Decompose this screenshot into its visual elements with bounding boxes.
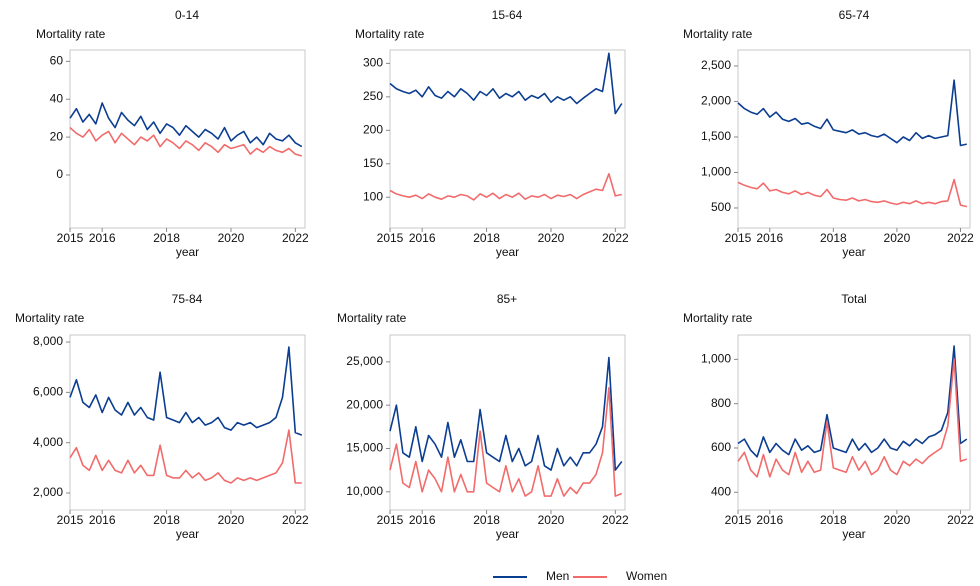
x-tick-label: 2022 (947, 513, 974, 527)
x-tick-label: 2015 (57, 231, 84, 245)
x-tick-label: 2016 (756, 513, 783, 527)
x-tick-label: 2020 (218, 513, 245, 527)
y-tick-label: 2,500 (701, 58, 731, 72)
y-tick-label: 2,000 (701, 94, 731, 108)
x-tick-label: 2022 (947, 231, 974, 245)
y-tick-label: 0 (56, 167, 63, 181)
series-line (69, 127, 303, 157)
series-line (69, 429, 302, 484)
y-tick-label: 15,000 (346, 441, 383, 455)
x-tick-label: 2015 (725, 231, 752, 245)
y-axis-label: Mortality rate (36, 27, 106, 41)
y-tick-label: 2,000 (33, 485, 63, 499)
panel-title: Total (841, 292, 866, 306)
y-tick-label: 1,500 (701, 129, 731, 143)
plot-frame (389, 334, 626, 511)
y-axis-label: Mortality rate (337, 311, 407, 325)
x-axis-label: year (842, 527, 865, 541)
series-line (737, 79, 967, 147)
y-tick-label: 60 (50, 54, 64, 68)
y-tick-label: 400 (711, 484, 731, 498)
x-tick-label: 2016 (409, 231, 436, 245)
x-tick-label: 2022 (282, 231, 309, 245)
x-tick-label: 2016 (409, 513, 436, 527)
y-axis-label: Mortality rate (683, 27, 753, 41)
x-axis-label: year (842, 245, 865, 259)
y-tick-label: 6,000 (33, 385, 63, 399)
panel-title: 85+ (497, 292, 517, 306)
series-line (737, 178, 967, 208)
x-tick-label: 2020 (218, 231, 245, 245)
legend-label: Men (546, 569, 569, 583)
x-tick-label: 2018 (153, 231, 180, 245)
y-tick-label: 500 (711, 200, 731, 214)
plot-frame (737, 334, 971, 511)
y-axis-label: Mortality rate (355, 27, 425, 41)
x-tick-label: 2022 (602, 513, 629, 527)
y-tick-label: 20 (50, 129, 64, 143)
panel-title: 75-84 (172, 292, 203, 306)
x-tick-label: 2018 (153, 513, 180, 527)
y-tick-label: 4,000 (33, 435, 63, 449)
y-tick-label: 1,000 (701, 352, 731, 366)
series-line (737, 358, 968, 478)
y-tick-label: 600 (711, 440, 731, 454)
y-tick-label: 25,000 (346, 354, 383, 368)
series-line (69, 102, 303, 148)
y-tick-label: 100 (363, 189, 383, 203)
panel-title: 0-14 (175, 8, 199, 22)
x-tick-label: 2015 (377, 231, 404, 245)
x-tick-label: 2016 (89, 513, 116, 527)
y-axis-label: Mortality rate (15, 311, 85, 325)
x-tick-label: 2020 (538, 513, 565, 527)
plot-frame (69, 334, 306, 511)
series-line (69, 346, 303, 436)
x-tick-label: 2020 (884, 513, 911, 527)
legend-label: Women (626, 569, 667, 583)
panel-title: 15-64 (492, 8, 523, 22)
x-axis-label: year (496, 245, 519, 259)
y-tick-label: 800 (711, 396, 731, 410)
x-axis-label: year (496, 527, 519, 541)
x-tick-label: 2015 (377, 513, 404, 527)
y-tick-label: 40 (50, 91, 64, 105)
y-tick-label: 8,000 (33, 334, 63, 348)
plot-frame (737, 49, 971, 229)
x-tick-label: 2018 (820, 513, 847, 527)
x-tick-label: 2016 (89, 231, 116, 245)
plot-frame (69, 49, 306, 229)
plot-frame (389, 49, 626, 229)
y-tick-label: 300 (363, 56, 383, 70)
y-tick-label: 10,000 (346, 484, 383, 498)
x-tick-label: 2018 (820, 231, 847, 245)
series-line (389, 173, 622, 201)
y-tick-label: 250 (363, 89, 383, 103)
x-tick-label: 2020 (884, 231, 911, 245)
x-axis-label: year (176, 527, 199, 541)
series-line (389, 52, 623, 115)
x-tick-label: 2018 (473, 231, 500, 245)
y-tick-label: 1,000 (701, 165, 731, 179)
y-tick-label: 200 (363, 122, 383, 136)
series-line (389, 387, 623, 497)
y-tick-label: 20,000 (346, 397, 383, 411)
x-axis-label: year (176, 245, 199, 259)
series-line (389, 356, 623, 471)
panel-title: 65-74 (839, 8, 870, 22)
x-tick-label: 2020 (538, 231, 565, 245)
x-tick-label: 2015 (725, 513, 752, 527)
series-line (737, 345, 968, 458)
x-tick-label: 2022 (282, 513, 309, 527)
x-tick-label: 2016 (756, 231, 783, 245)
x-tick-label: 2015 (57, 513, 84, 527)
y-axis-label: Mortality rate (683, 311, 753, 325)
x-tick-label: 2018 (473, 513, 500, 527)
x-tick-label: 2022 (602, 231, 629, 245)
y-tick-label: 150 (363, 156, 383, 170)
